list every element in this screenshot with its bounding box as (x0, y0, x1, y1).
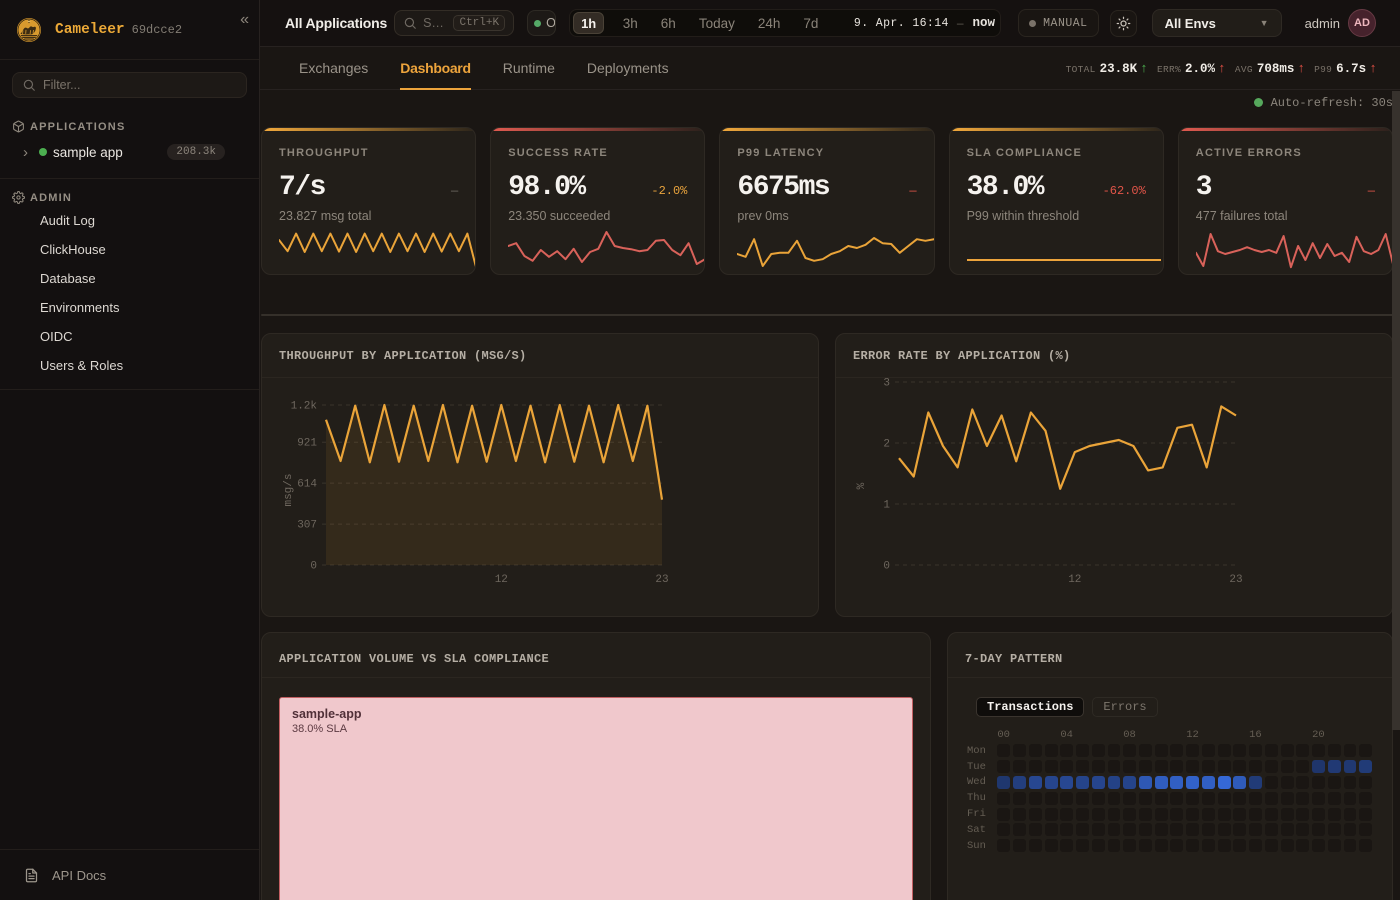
svg-text:%: % (856, 482, 868, 489)
svg-text:12: 12 (1068, 574, 1081, 586)
svg-text:614: 614 (297, 479, 317, 491)
svg-text:23: 23 (655, 574, 668, 586)
svg-text:2: 2 (883, 439, 890, 451)
svg-text:0: 0 (310, 561, 317, 573)
svg-text:921: 921 (297, 438, 317, 450)
svg-text:1.2k: 1.2k (291, 401, 318, 413)
svg-text:3: 3 (883, 378, 890, 390)
svg-text:307: 307 (297, 520, 317, 532)
svg-text:msg/s: msg/s (283, 473, 295, 506)
svg-text:1: 1 (883, 500, 890, 512)
svg-text:23: 23 (1229, 574, 1242, 586)
svg-text:0: 0 (883, 561, 890, 573)
svg-text:12: 12 (495, 574, 508, 586)
